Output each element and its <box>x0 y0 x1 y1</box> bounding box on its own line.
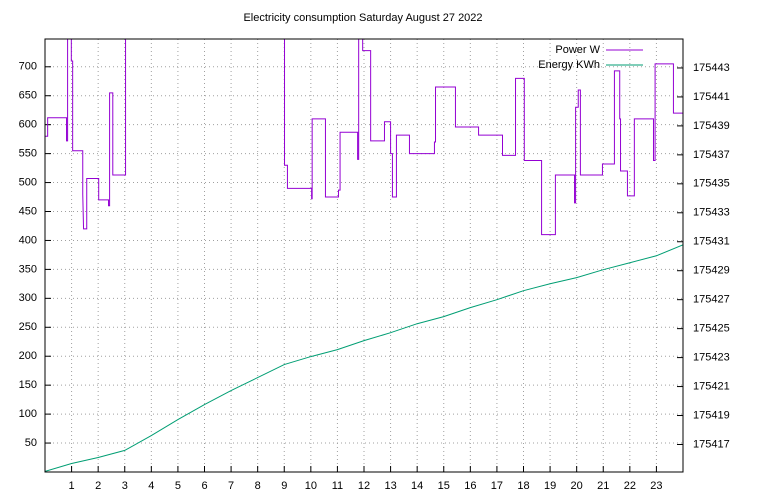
y2-tick-label: 175429 <box>693 265 730 277</box>
x-tick-label: 1 <box>69 480 75 492</box>
x-tick-label: 12 <box>358 480 370 492</box>
x-tick-label: 21 <box>597 480 609 492</box>
y2-tick-label: 175431 <box>693 236 730 248</box>
y2-tick-label: 175433 <box>693 207 730 219</box>
y-tick-label: 200 <box>19 350 37 362</box>
x-tick-label: 19 <box>544 480 556 492</box>
y-tick-label: 500 <box>19 176 37 188</box>
y-tick-label: 650 <box>19 90 37 102</box>
legend-label: Power W <box>555 44 600 56</box>
y2-tick-label: 175425 <box>693 323 730 335</box>
x-tick-label: 15 <box>438 480 450 492</box>
x-tick-label: 10 <box>305 480 317 492</box>
y2-tick-label: 175417 <box>693 438 730 450</box>
y-tick-label: 50 <box>25 437 37 449</box>
x-tick-label: 5 <box>175 480 181 492</box>
chart-title: Electricity consumption Saturday August … <box>243 12 482 24</box>
y2-tick-label: 175419 <box>693 409 730 421</box>
plot-lines <box>45 39 683 472</box>
legend-label: Energy KWh <box>538 59 600 71</box>
x-tick-label: 3 <box>122 480 128 492</box>
x-tick-label: 23 <box>650 480 662 492</box>
x-tick-label: 6 <box>201 480 207 492</box>
x-tick-label: 8 <box>255 480 261 492</box>
x-tick-label: 17 <box>491 480 503 492</box>
y-tick-label: 450 <box>19 205 37 217</box>
x-tick-label: 13 <box>384 480 396 492</box>
x-tick-label: 14 <box>411 480 423 492</box>
x-tick-label: 18 <box>517 480 529 492</box>
plot-frame <box>44 38 684 473</box>
y2-tick-label: 175427 <box>693 294 730 306</box>
x-tick-label: 2 <box>95 480 101 492</box>
x-tick-label: 20 <box>571 480 583 492</box>
y2-tick-label: 175441 <box>693 91 730 103</box>
y2-tick-label: 175423 <box>693 352 730 364</box>
y-tick-label: 400 <box>19 234 37 246</box>
y2-tick-label: 175421 <box>693 380 730 392</box>
y-tick-label: 150 <box>19 379 37 391</box>
y-tick-label: 550 <box>19 148 37 160</box>
labels: 50 100 150 200 250 300 350 400 450 500 550 600 650 70… <box>19 44 730 492</box>
y2-tick-label: 175439 <box>693 120 730 132</box>
y2-tick-label: 175437 <box>693 149 730 161</box>
series-line <box>45 39 683 236</box>
x-tick-label: 22 <box>624 480 636 492</box>
y-tick-label: 300 <box>19 292 37 304</box>
y-tick-label: 100 <box>19 408 37 420</box>
x-tick-label: 7 <box>228 480 234 492</box>
y-tick-label: 350 <box>19 263 37 275</box>
y-tick-label: 600 <box>19 119 37 131</box>
y-tick-label: 250 <box>19 321 37 333</box>
x-tick-label: 11 <box>332 480 343 492</box>
x-tick-label: 16 <box>464 480 476 492</box>
series-line <box>45 244 683 472</box>
y2-tick-label: 175443 <box>693 62 730 74</box>
y2-tick-label: 175435 <box>693 178 730 190</box>
x-tick-label: 9 <box>281 480 287 492</box>
y-tick-label: 700 <box>19 61 37 73</box>
grid <box>45 39 683 472</box>
x-tick-label: 4 <box>148 480 154 492</box>
